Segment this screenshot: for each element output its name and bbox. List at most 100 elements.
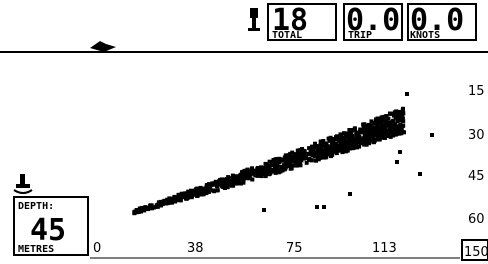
- echo-dot: [310, 148, 314, 152]
- echo-dot: [319, 147, 323, 151]
- echo-dot: [225, 181, 229, 185]
- echo-dot: [353, 140, 357, 144]
- depth-label: 60: [468, 212, 485, 227]
- echo-dot: [286, 157, 290, 161]
- echo-dot: [309, 158, 313, 162]
- echo-dot: [351, 128, 355, 132]
- echo-dot: [399, 127, 403, 131]
- echo-dot: [242, 179, 246, 183]
- echo-dot: [193, 193, 197, 197]
- echo-dot: [377, 128, 381, 132]
- echo-dot: [338, 147, 342, 151]
- echo-dot: [367, 140, 371, 144]
- counter-label: KNOTS: [410, 30, 440, 41]
- x-label: 38: [187, 241, 204, 256]
- echo-dot: [392, 129, 396, 133]
- echo-dot: [374, 119, 378, 123]
- echo-dot: [314, 159, 318, 163]
- echo-dot: [180, 194, 184, 198]
- echo-dot: [241, 170, 245, 174]
- echo-dot: [329, 136, 333, 140]
- echo-dot: [185, 197, 189, 201]
- echo-dot: [269, 170, 273, 174]
- echo-dot: [367, 126, 371, 130]
- depth-label: 45: [468, 169, 485, 184]
- echo-dot: [189, 191, 193, 195]
- echo-dot: [142, 208, 146, 212]
- echo-dot: [235, 178, 239, 182]
- echo-dot: [230, 176, 234, 180]
- echo-dot: [213, 183, 217, 187]
- echo-dot: [395, 160, 399, 164]
- echo-dot: [333, 149, 337, 153]
- echo-dot: [330, 153, 334, 157]
- echo-dot: [279, 159, 283, 163]
- echo-dot: [275, 159, 279, 163]
- echo-dot: [315, 205, 319, 209]
- echo-dot: [303, 149, 307, 153]
- echo-dot: [250, 170, 254, 174]
- echo-dot: [342, 143, 346, 147]
- echo-dot: [166, 201, 170, 205]
- counter-label: TOTAL: [272, 30, 302, 41]
- echo-dot: [405, 92, 409, 96]
- depth-box-value: 45: [30, 213, 66, 248]
- echo-dot: [310, 145, 314, 149]
- echo-dot: [398, 110, 402, 114]
- sonar-screen: 18 TOTAL 0.0 TRIP 0.0 KNOTS 15 30 45 60 …: [0, 0, 488, 264]
- x-label: 75: [286, 241, 303, 256]
- echo-dot: [401, 119, 405, 123]
- echo-dot: [299, 163, 303, 167]
- echo-dot: [316, 148, 320, 152]
- echo-dot: [366, 132, 370, 136]
- echo-dot: [418, 172, 422, 176]
- echo-dot: [221, 185, 225, 189]
- echo-dot: [380, 115, 384, 119]
- x-label: 113: [372, 241, 397, 256]
- echo-dot: [346, 149, 350, 153]
- x-label: 0: [93, 241, 101, 256]
- echo-dot: [387, 131, 391, 135]
- echo-dot: [294, 160, 298, 164]
- echo-dot: [357, 134, 361, 138]
- counter-label: TRIP: [348, 30, 372, 41]
- echo-dot: [228, 182, 232, 186]
- echo-dot: [395, 118, 399, 122]
- echo-dot: [348, 192, 352, 196]
- echo-dot: [297, 158, 301, 162]
- depth-label: 15: [468, 84, 485, 99]
- echo-dot: [382, 123, 386, 127]
- echo-dot: [361, 123, 365, 127]
- echo-dot: [305, 161, 309, 165]
- echo-dot: [322, 205, 326, 209]
- echo-dot: [260, 169, 264, 173]
- echo-dot: [238, 174, 242, 178]
- echo-dot: [226, 185, 230, 189]
- echo-dot: [284, 165, 288, 169]
- echo-dot: [323, 144, 327, 148]
- echo-dot: [201, 188, 205, 192]
- echo-dot: [319, 152, 323, 156]
- echo-dot: [133, 210, 137, 214]
- echo-dot: [173, 197, 177, 201]
- echo-dot: [339, 132, 343, 136]
- echo-dot: [323, 154, 327, 158]
- depth-box-unit: METRES: [18, 244, 54, 255]
- echo-dot: [384, 114, 388, 118]
- echo-dot: [196, 187, 200, 191]
- depth-label: 30: [468, 128, 485, 143]
- echo-dot: [246, 168, 250, 172]
- echo-dot: [382, 130, 386, 134]
- echo-dot: [256, 166, 260, 170]
- echo-dot: [250, 178, 254, 182]
- echo-dot: [289, 165, 293, 169]
- echo-dot: [292, 155, 296, 159]
- echo-dot: [378, 138, 382, 142]
- echo-dot: [361, 128, 365, 132]
- echo-dot: [208, 186, 212, 190]
- echo-dot: [309, 152, 313, 156]
- echo-dot: [262, 208, 266, 212]
- echo-dot: [286, 153, 290, 157]
- echo-dot: [350, 134, 354, 138]
- echo-dot: [390, 125, 394, 129]
